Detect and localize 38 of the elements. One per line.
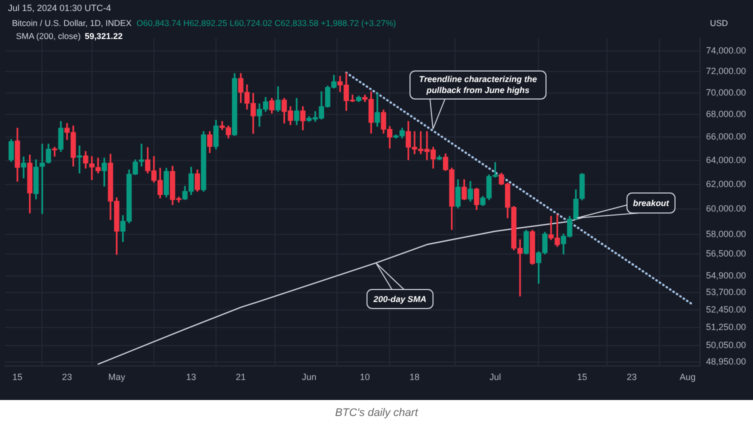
y-tick-label: 53,700.00 <box>706 286 746 297</box>
y-tick-label: 66,000.00 <box>706 132 746 142</box>
x-tick-label: 23 <box>62 372 72 382</box>
y-tick-label: 50,050.00 <box>706 340 746 350</box>
y-tick-label: 58,000.00 <box>706 228 746 239</box>
x-tick-label: Jul <box>489 372 501 382</box>
annotation: Treendline characterizing the pullback from June highs <box>418 74 538 96</box>
y-tick-label: 51,250.00 <box>706 322 746 332</box>
x-tick-label: 10 <box>360 372 370 382</box>
x-tick-label: May <box>108 372 126 382</box>
chart-title: Bitcoin / U.S. Dollar, 1D, INDEX <box>12 18 132 28</box>
x-tick-label: Aug <box>680 372 696 382</box>
x-tick-label: 15 <box>12 372 22 382</box>
y-tick-label: 70,000.00 <box>706 87 746 98</box>
y-tick-label: 62,000.00 <box>706 178 746 189</box>
annotation: breakout <box>632 198 670 208</box>
x-tick-label: 21 <box>236 372 246 382</box>
x-tick-label: Jun <box>302 372 316 382</box>
text: SMA (200, close) <box>16 31 81 41</box>
annotation: 59,321.22 <box>84 31 123 41</box>
text: Jul 15, 2024 01:30 UTC-4 <box>8 3 112 13</box>
y-axis-title: USD <box>710 18 728 28</box>
text: BTC's daily chart <box>334 407 420 419</box>
x-tick-label: 13 <box>186 372 196 382</box>
x-tick-label: 18 <box>410 372 420 382</box>
annotation: 200-day SMA <box>372 294 428 304</box>
chart-subtitle: O60,843.74 H62,892.25 L60,724.02 C62,833.58 +1,988.72 (+3.27%) <box>136 18 396 28</box>
y-tick-label: 48,950.00 <box>706 356 746 367</box>
x-tick-label: 15 <box>577 372 588 382</box>
y-tick-label: 68,000.00 <box>706 109 746 120</box>
y-tick-label: 72,000.00 <box>706 66 746 76</box>
y-tick-label: 60,000.00 <box>706 203 746 214</box>
y-tick-label: 64,000.00 <box>706 154 746 165</box>
y-tick-label: 74,000.00 <box>706 46 746 56</box>
x-tick-label: 23 <box>626 372 637 382</box>
y-tick-label: 56,500.00 <box>706 248 746 259</box>
y-tick-label: 52,450.00 <box>706 304 746 315</box>
y-tick-label: 54,900.00 <box>706 270 746 280</box>
